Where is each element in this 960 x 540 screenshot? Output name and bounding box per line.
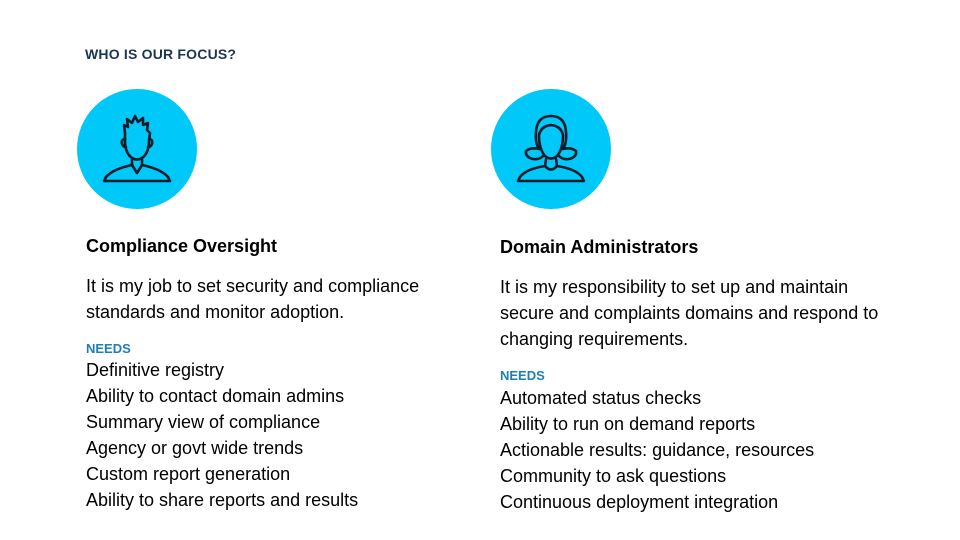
list-item: Ability to contact domain admins bbox=[86, 386, 345, 406]
list-item: Ability to run on demand reports bbox=[500, 414, 756, 434]
slide-title: WHO IS OUR FOCUS? bbox=[85, 46, 237, 62]
avatar-circle bbox=[77, 89, 197, 209]
list-item: Continuous deployment integration bbox=[500, 492, 779, 512]
avatar-circle bbox=[491, 89, 611, 209]
list-item: Summary view of compliance bbox=[86, 412, 321, 432]
list-item: Definitive registry bbox=[86, 360, 225, 380]
persona-name: Compliance Oversight bbox=[86, 236, 278, 256]
female-user-icon bbox=[516, 114, 586, 183]
list-item: Agency or govt wide trends bbox=[86, 438, 304, 458]
persona-description: It is my responsibility to set up and ma… bbox=[500, 277, 879, 349]
list-item: Custom report generation bbox=[86, 464, 291, 484]
list-item: Actionable results: guidance, resources bbox=[500, 440, 815, 460]
list-item: Community to ask questions bbox=[500, 466, 727, 486]
needs-list: Automated status checks Ability to run o… bbox=[500, 385, 814, 515]
needs-label: NEEDS bbox=[500, 368, 545, 383]
persona-name: Domain Administrators bbox=[500, 237, 699, 257]
needs-list: Definitive registry Ability to contact d… bbox=[86, 357, 358, 513]
male-user-icon bbox=[102, 114, 172, 183]
list-item: Ability to share reports and results bbox=[86, 490, 359, 510]
list-item: Automated status checks bbox=[500, 388, 702, 408]
persona-description: It is my job to set security and complia… bbox=[86, 276, 420, 322]
needs-label: NEEDS bbox=[86, 341, 131, 356]
